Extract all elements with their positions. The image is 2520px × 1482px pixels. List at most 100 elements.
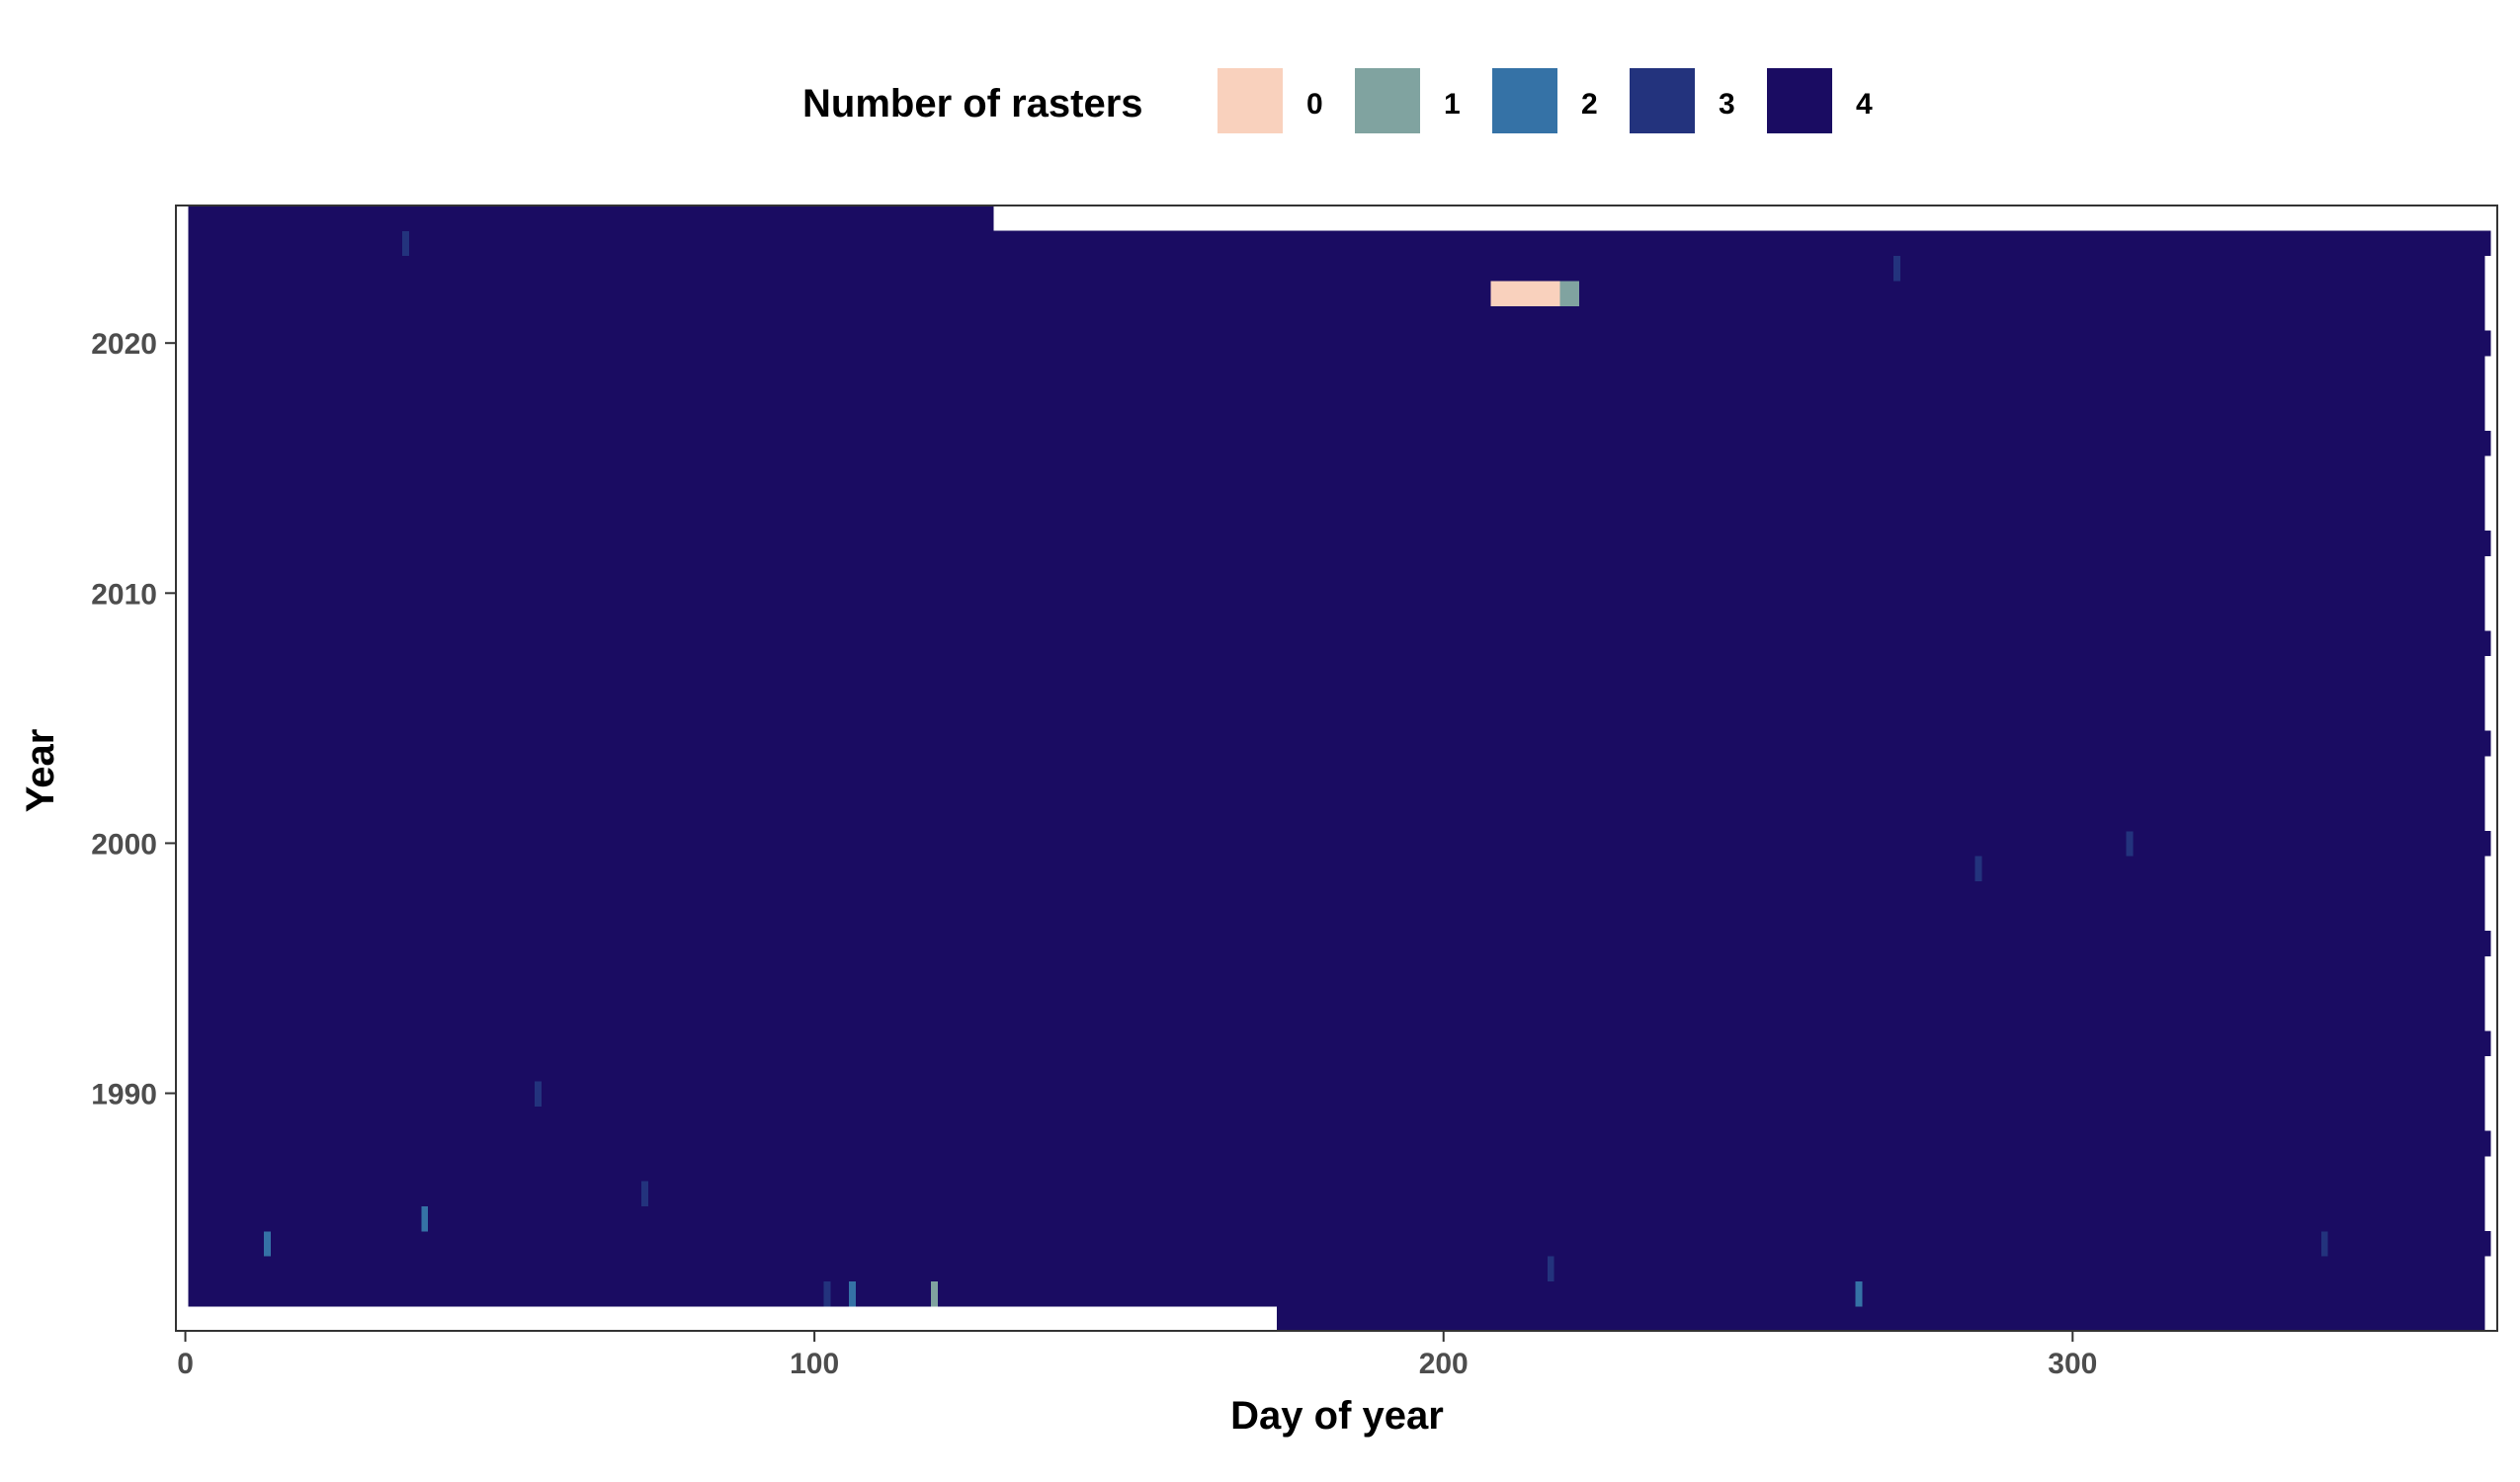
heatmap-row-1984 — [188, 1230, 2491, 1257]
y-tick-label-1990: 1990 — [91, 1079, 157, 1112]
heatmap-row-1995 — [188, 955, 2485, 982]
legend-key-2 — [1492, 68, 1557, 133]
heatmap-row-1998 — [188, 880, 2485, 907]
heatmap-row-1986 — [188, 1181, 2485, 1207]
x-tick-label-300: 300 — [2048, 1348, 2097, 1380]
heatmap-row-1996 — [188, 931, 2491, 956]
heatmap-cell-2022-216 — [1541, 280, 1549, 306]
heatmap-cell-1982-119 — [930, 1280, 938, 1307]
y-axis-title: Year — [19, 729, 62, 813]
legend-title: Number of rasters — [802, 82, 1143, 125]
y-tick-label-2010: 2010 — [91, 578, 157, 611]
heatmap-row-1991 — [188, 1055, 2485, 1082]
heatmap-row-2004 — [188, 730, 2491, 757]
heatmap-row-2021 — [188, 305, 2485, 332]
heatmap-row-2023 — [188, 255, 2485, 282]
heatmap-row-1982 — [188, 1280, 2485, 1307]
panel-border — [175, 205, 2498, 1332]
heatmap-cell-2022-213 — [1522, 280, 1530, 306]
heatmap-row-1987 — [188, 1155, 2485, 1182]
heatmap-row-1983 — [188, 1256, 2485, 1281]
heatmap-row-1993 — [188, 1005, 2485, 1031]
heatmap-cell-2022-217 — [1547, 280, 1554, 306]
heatmap-row-1990 — [188, 1080, 2485, 1107]
heatmap-cell-2024-35 — [402, 230, 410, 257]
heatmap-cell-1982-102 — [823, 1280, 831, 1307]
heatmap-row-1985 — [188, 1205, 2485, 1232]
legend-label-3: 3 — [1719, 88, 1735, 121]
x-axis: 0 100 200 300 — [177, 1331, 2097, 1380]
y-tick-label-2000: 2000 — [91, 828, 157, 861]
heatmap-row-2001 — [188, 805, 2485, 832]
heatmap-cell-2022-210 — [1503, 280, 1511, 306]
heatmap-cell-2022-212 — [1515, 280, 1523, 306]
heatmap-cell-1985-38 — [421, 1205, 429, 1232]
x-tick-label-100: 100 — [790, 1348, 839, 1380]
heatmap-row-2017 — [188, 405, 2485, 432]
heatmap-row-2002 — [188, 781, 2485, 807]
heatmap-cell-1990-56 — [534, 1080, 542, 1107]
legend-key-0 — [1218, 68, 1283, 133]
heatmap-cell-1999-285 — [1974, 856, 1982, 881]
heatmap-cell-1984-340 — [2320, 1230, 2328, 1257]
heatmap-row-1981 — [1277, 1305, 2485, 1332]
legend-key-1 — [1355, 68, 1420, 133]
heatmap-cell-2022-209 — [1496, 280, 1504, 306]
heatmap-cell-1983-217 — [1547, 1256, 1554, 1281]
heatmap-row-2009 — [188, 605, 2485, 631]
heatmap-cell-2022-221 — [1572, 280, 1580, 306]
heatmap-cell-1984-13 — [264, 1230, 272, 1257]
heatmap-cell-2022-211 — [1509, 280, 1517, 306]
heatmap-row-2000 — [188, 830, 2491, 857]
heatmap-row-2006 — [188, 680, 2485, 706]
heatmap-row-2025 — [188, 206, 994, 231]
heatmap-cell-1986-73 — [641, 1181, 649, 1207]
heatmap-row-2007 — [188, 655, 2485, 682]
legend-label-2: 2 — [1581, 88, 1598, 121]
heatmap-cell-2023-272 — [1892, 255, 1900, 282]
x-tick-label-200: 200 — [1419, 1348, 1469, 1380]
heatmap-row-1997 — [188, 905, 2485, 932]
heatmap-row-2014 — [188, 480, 2485, 507]
heatmap-row-1989 — [188, 1106, 2485, 1132]
legend-key-3 — [1630, 68, 1695, 133]
heatmap-row-2012 — [188, 531, 2491, 556]
legend-label-0: 0 — [1306, 88, 1323, 121]
heatmap-row-2016 — [188, 430, 2491, 456]
heatmap-row-2018 — [188, 380, 2485, 407]
legend-label-4: 4 — [1856, 88, 1873, 121]
heatmap-row-1999 — [188, 856, 2485, 881]
heatmap-row-2020 — [188, 330, 2491, 357]
heatmap-row-1994 — [188, 980, 2485, 1007]
heatmap-cell-1982-266 — [1855, 1280, 1863, 1307]
heatmap-row-1992 — [188, 1030, 2491, 1057]
legend-items: 0 1 2 3 4 — [1218, 68, 1873, 133]
y-axis: 1990 2000 2010 2020 — [91, 328, 176, 1112]
heatmap-cell-2000-309 — [2126, 830, 2134, 857]
heatmap-cell-2022-214 — [1528, 280, 1536, 306]
heatmap-row-2019 — [188, 355, 2485, 381]
heatmap-cell-2022-215 — [1535, 280, 1542, 306]
heatmap-row-1988 — [188, 1130, 2491, 1157]
heatmap-row-2022 — [188, 280, 2485, 306]
x-tick-label-0: 0 — [177, 1348, 194, 1380]
heatmap-row-2008 — [188, 630, 2491, 657]
y-tick-label-2020: 2020 — [91, 328, 157, 361]
heatmap-row-2015 — [188, 455, 2485, 482]
legend: Number of rasters 0 1 2 3 4 — [802, 68, 1873, 133]
heatmap-row-2010 — [188, 580, 2485, 607]
heatmap-row-2011 — [188, 555, 2485, 582]
heatmap-cell-1982-106 — [849, 1280, 857, 1307]
heatmap-row-2024 — [188, 230, 2491, 257]
heatmap-row-2005 — [188, 705, 2485, 732]
x-axis-title: Day of year — [1230, 1394, 1444, 1438]
heatmap-cell-2022-220 — [1565, 280, 1573, 306]
legend-key-4 — [1767, 68, 1832, 133]
heatmap-cell-2022-208 — [1490, 280, 1498, 306]
heatmap-cell-2022-218 — [1554, 280, 1561, 306]
legend-label-1: 1 — [1444, 88, 1461, 121]
heatmap-cell-2022-219 — [1559, 280, 1567, 306]
plot-area — [188, 206, 2491, 1332]
heatmap-row-2003 — [188, 755, 2485, 782]
